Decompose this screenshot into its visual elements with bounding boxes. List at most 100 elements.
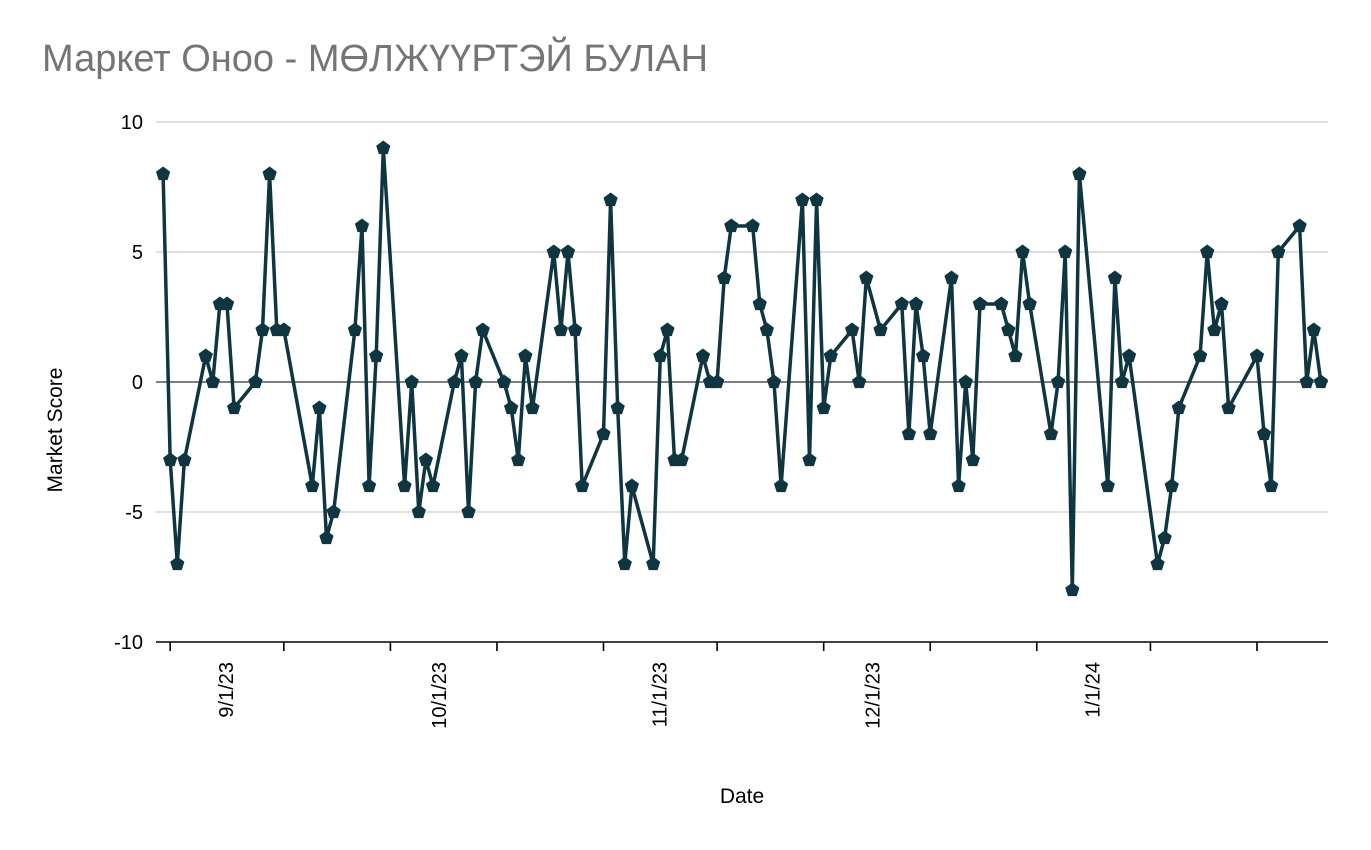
data-point	[1001, 322, 1016, 337]
data-point	[894, 296, 909, 311]
data-point	[362, 478, 377, 493]
data-point	[958, 374, 973, 389]
data-point	[575, 478, 590, 493]
data-point	[248, 374, 263, 389]
grid-lines	[156, 121, 1328, 513]
data-point	[1313, 374, 1328, 389]
data-point	[1292, 218, 1307, 233]
x-tick-label: 10/1/23	[429, 662, 451, 729]
data-point	[1157, 530, 1172, 545]
data-point	[923, 426, 938, 441]
data-point	[724, 218, 739, 233]
data-point	[347, 322, 362, 337]
data-point	[468, 374, 483, 389]
data-point	[1022, 296, 1037, 311]
data-point	[901, 426, 917, 441]
data-point	[354, 218, 370, 233]
data-point	[1221, 400, 1236, 415]
x-tick-label: 11/1/23	[649, 662, 671, 727]
data-point	[1065, 582, 1080, 597]
data-point	[1193, 348, 1208, 363]
y-tick-label: 0	[132, 372, 143, 394]
data-point	[170, 556, 185, 571]
data-point	[710, 374, 725, 389]
data-point	[1150, 556, 1165, 571]
data-point	[227, 400, 242, 415]
data-point	[276, 322, 291, 337]
data-point	[504, 400, 519, 415]
y-tick-label: -10	[114, 632, 143, 654]
data-point	[1122, 348, 1137, 363]
data-point	[852, 374, 867, 389]
x-axis-label: Date	[720, 785, 764, 808]
data-point	[809, 192, 824, 207]
data-point	[312, 400, 327, 415]
data-point	[752, 296, 767, 311]
data-point	[717, 270, 732, 285]
data-point	[1171, 400, 1186, 415]
data-point	[653, 348, 668, 363]
data-point	[219, 296, 235, 311]
data-point	[1299, 374, 1314, 389]
data-point	[759, 322, 774, 337]
data-point	[1164, 478, 1179, 493]
y-axis-label: Market Score	[44, 368, 67, 493]
data-point	[859, 270, 874, 285]
y-tick-label: -5	[125, 502, 143, 524]
data-point	[965, 452, 980, 467]
data-point	[305, 478, 320, 493]
data-point	[951, 478, 966, 493]
data-point	[816, 400, 831, 415]
data-point	[1043, 426, 1059, 441]
data-point	[1114, 374, 1130, 389]
data-point	[560, 244, 576, 259]
data-point	[624, 478, 639, 493]
data-point	[454, 348, 469, 363]
data-point	[376, 140, 391, 155]
data-point	[610, 400, 625, 415]
data-point	[525, 400, 540, 415]
data-point	[262, 166, 277, 181]
data-point	[369, 348, 384, 363]
data-point	[1008, 348, 1023, 363]
data-point	[567, 322, 583, 337]
data-point	[1200, 244, 1215, 259]
data-point	[511, 452, 526, 467]
data-point	[1264, 478, 1279, 493]
data-point	[1051, 374, 1066, 389]
data-point	[617, 556, 632, 571]
data-point	[845, 322, 860, 337]
data-point	[518, 348, 533, 363]
data-point	[255, 322, 270, 337]
data-point	[156, 166, 171, 181]
data-point	[1015, 244, 1030, 259]
data-point	[205, 374, 220, 389]
data-point	[646, 556, 661, 571]
data-point	[404, 374, 419, 389]
data-point	[1306, 322, 1321, 337]
data-point	[461, 504, 476, 519]
data-point	[766, 374, 782, 389]
x-axis: 9/1/23 10/1/23 11/1/23 12/1/23 1/1/24	[156, 641, 1328, 729]
data-point	[1107, 270, 1122, 285]
x-tick-label: 1/1/24	[1083, 662, 1105, 718]
data-point	[695, 348, 711, 363]
y-tick-label: 10	[121, 112, 143, 134]
data-point	[553, 322, 568, 337]
data-point	[1072, 166, 1087, 181]
series-line	[161, 146, 1323, 592]
data-point	[177, 452, 192, 467]
data-point	[425, 478, 441, 493]
data-point	[603, 192, 618, 207]
chart-title: Маркет Оноо - МӨЛЖҮҮРТЭЙ БУЛАН	[42, 38, 709, 80]
data-point	[674, 452, 689, 467]
data-point	[397, 478, 412, 493]
data-point	[823, 348, 838, 363]
data-point	[447, 374, 462, 389]
data-point	[1100, 478, 1115, 493]
y-axis-ticks: -10 -5 0 5 10	[114, 112, 143, 654]
data-point	[326, 504, 341, 519]
data-point	[1256, 426, 1272, 441]
data-point	[319, 530, 334, 545]
